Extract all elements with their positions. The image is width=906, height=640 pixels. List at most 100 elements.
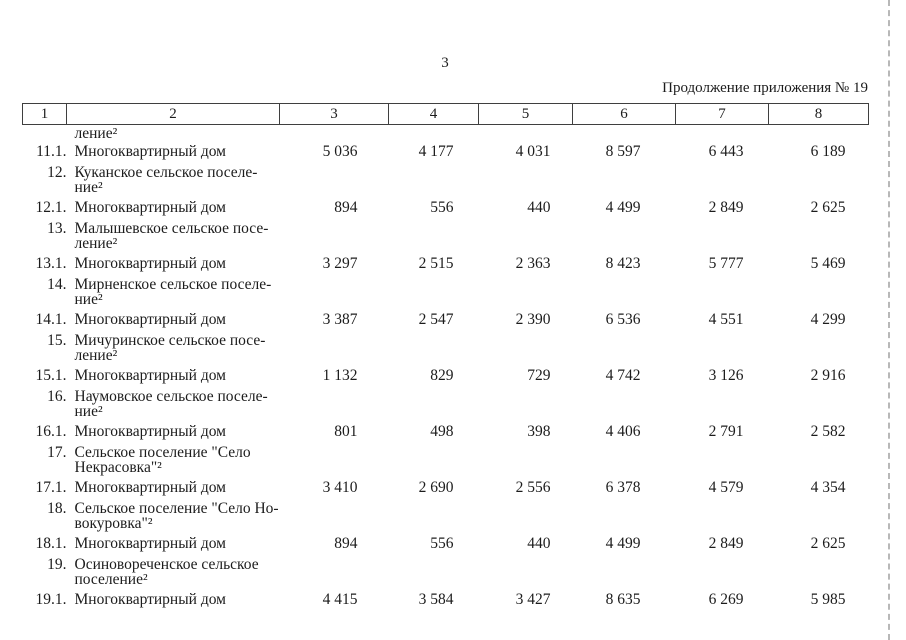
value-cell [479,386,573,422]
value-cell: 2 690 [418,479,454,496]
value-cell: 6 443 [708,143,744,160]
value-cell [769,125,869,143]
value-cell: 4 742 [605,367,641,384]
value-cell [573,218,676,254]
value-cell [676,498,769,534]
value-cell [769,442,869,478]
appendix-continuation-caption: Продолжение приложения № 19 [662,80,868,96]
value-cell: 5 036 [322,143,358,160]
value-cell [389,498,479,534]
value-cell: 5 777 [708,255,744,272]
row-number-cell: 17. [47,444,67,461]
value-cell: 2 363 [515,255,551,272]
row-name-line: Многоквартирный дом [74,591,226,608]
value-cell [280,218,389,254]
table-row: 16.1. Многоквартирный дом 801 498 398 4 406 2 … [23,422,869,442]
value-cell: 8 597 [605,143,641,160]
value-cell: 6 269 [708,591,744,608]
row-name-cell: Мирненское сельское поселе-ние² [67,274,280,310]
table-row: ление² [23,125,869,143]
value-cell: 440 [527,199,551,216]
row-number-cell: 14. [47,276,67,293]
value-cell [676,386,769,422]
row-name-line: Многоквартирный дом [74,143,226,160]
value-cell [769,218,869,254]
value-cell: 440 [527,535,551,552]
value-cell [769,274,869,310]
value-cell [280,125,389,143]
row-name-cell: Многоквартирный дом [67,366,280,386]
row-name-line: Многоквартирный дом [74,423,226,440]
value-cell: 556 [430,199,454,216]
row-number-cell: 11.1. [36,143,67,160]
row-number-cell: 18. [47,500,67,517]
table-row: 19.1. Многоквартирный дом 4 415 3 584 3 427 8… [23,590,869,610]
row-name-line: Многоквартирный дом [74,479,226,496]
table-row: 11.1. Многоквартирный дом 5 036 4 177 4 031 8… [23,142,869,162]
row-number-cell: 14.1. [35,311,67,328]
row-name-cell: Многоквартирный дом [67,534,280,554]
row-name-cell: Многоквартирный дом [67,310,280,330]
value-cell: 3 584 [418,591,454,608]
value-cell [479,274,573,310]
value-cell [769,162,869,198]
value-cell [389,162,479,198]
value-cell [573,125,676,143]
row-name-line: Сельское поселение "Село Но- [74,500,279,517]
value-cell [676,218,769,254]
row-name-line: Многоквартирный дом [74,255,226,272]
column-number-header: 7 [675,103,769,125]
value-cell [676,330,769,366]
row-number-cell: 18.1. [35,535,67,552]
row-name-line: Осиновореченское сельское [74,556,259,573]
row-name-line: Многоквартирный дом [74,311,226,328]
value-cell: 2 556 [515,479,551,496]
table-row: 18. Сельское поселение "Село Но-вокуровка… [23,498,869,534]
value-cell: 2 547 [418,311,454,328]
table-row: 14. Мирненское сельское поселе-ние² [23,274,869,310]
table-row: 17. Сельское поселение "Село Некрасовка"² [23,442,869,478]
table-row: 14.1. Многоквартирный дом 3 387 2 547 2 390 6… [23,310,869,330]
row-name-cell: Осиновореченское сельское поселение² [67,554,280,590]
value-cell: 498 [430,423,454,440]
row-number-cell: 13. [47,220,67,237]
value-cell [280,498,389,534]
value-cell: 3 427 [515,591,551,608]
row-name-line: ние² [74,179,103,196]
value-cell [479,162,573,198]
row-number-cell: 15. [47,332,67,349]
row-name-line: Мичуринское сельское посе- [74,332,266,349]
row-name-cell: Многоквартирный дом [67,590,280,610]
value-cell: 894 [334,199,358,216]
value-cell: 894 [334,535,358,552]
value-cell: 4 354 [810,479,846,496]
table-row: 16. Наумовское сельское поселе-ние² [23,386,869,422]
row-number-cell: 12. [47,164,67,181]
value-cell [389,386,479,422]
value-cell: 3 297 [322,255,358,272]
value-cell: 2 625 [810,535,846,552]
value-cell: 398 [527,423,551,440]
value-cell [280,442,389,478]
table-row: 13.1. Многоквартирный дом 3 297 2 515 2 363 8… [23,254,869,274]
value-cell: 829 [430,367,454,384]
value-cell: 2 515 [418,255,454,272]
row-name-cell: Наумовское сельское поселе-ние² [67,386,280,422]
row-number-cell: 16.1. [35,423,67,440]
value-cell [479,125,573,143]
value-cell: 4 499 [605,535,641,552]
value-cell [573,274,676,310]
value-cell [389,274,479,310]
value-cell [676,162,769,198]
table-row: 15. Мичуринское сельское посе-ление² [23,330,869,366]
column-number-header: 2 [66,103,280,125]
value-cell: 2 625 [810,199,846,216]
value-cell [389,218,479,254]
value-cell: 2 916 [810,367,846,384]
value-cell: 2 849 [708,535,744,552]
row-name-cell: Многоквартирный дом [67,142,280,162]
value-cell: 1 132 [322,367,358,384]
row-number-cell [23,125,67,143]
value-cell [573,498,676,534]
table-row: 19. Осиновореченское сельское поселение² [23,554,869,590]
